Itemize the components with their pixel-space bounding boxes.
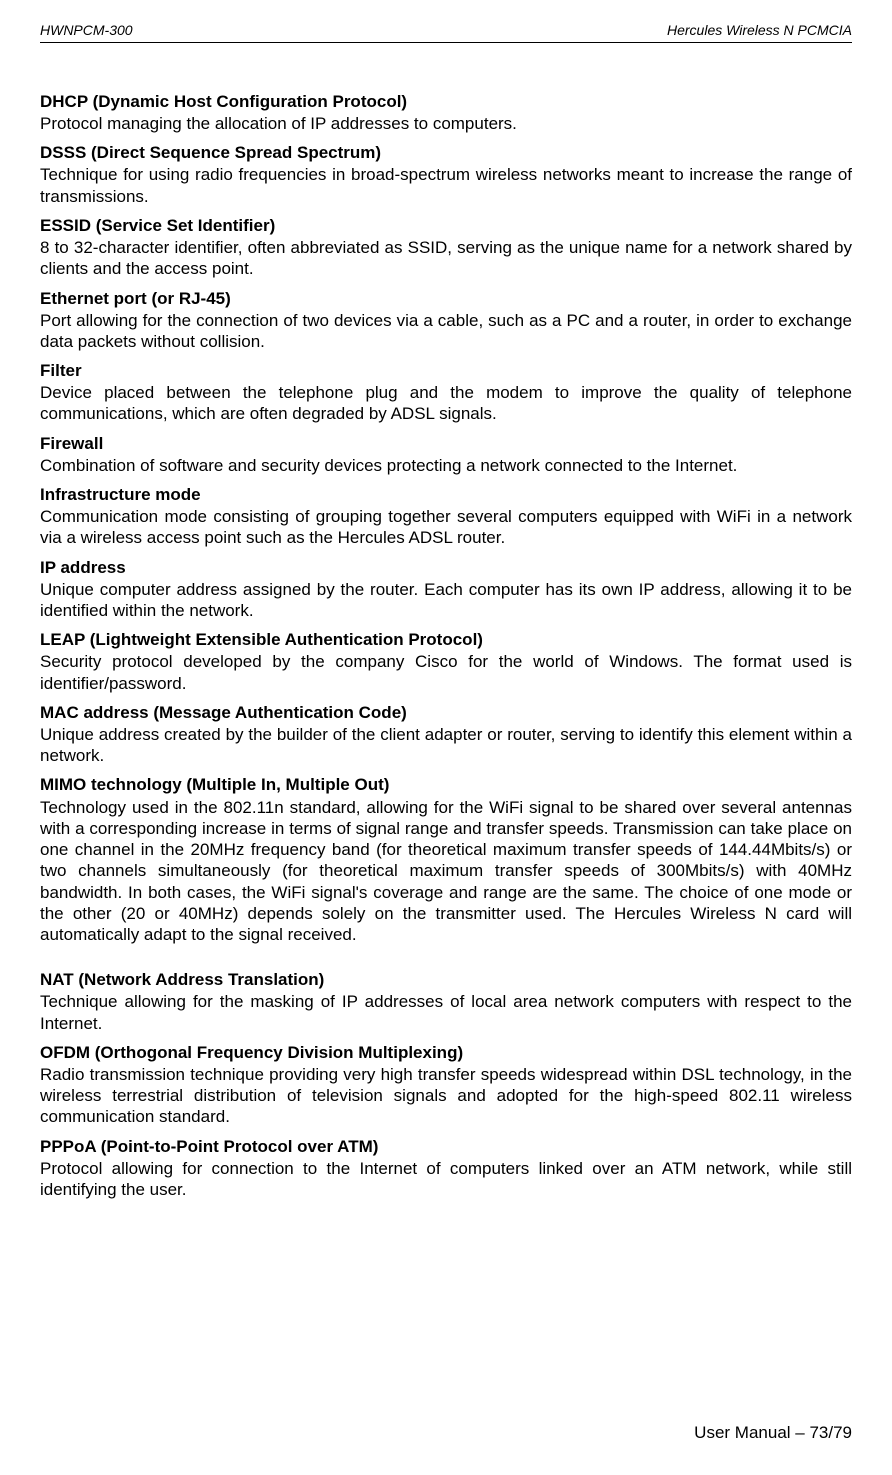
glossary-term: Ethernet port (or RJ-45) <box>40 288 852 310</box>
glossary-definition: Radio transmission technique providing v… <box>40 1064 852 1128</box>
glossary-term: Filter <box>40 360 852 382</box>
page-header: HWNPCM-300 Hercules Wireless N PCMCIA <box>40 22 852 43</box>
glossary-definition: Communication mode consisting of groupin… <box>40 506 852 549</box>
glossary-definition: Technology used in the 802.11n standard,… <box>40 797 852 946</box>
glossary-term: IP address <box>40 557 852 579</box>
glossary-definition: Port allowing for the connection of two … <box>40 310 852 353</box>
glossary-term: MAC address (Message Authentication Code… <box>40 702 852 724</box>
glossary-definition: Protocol allowing for connection to the … <box>40 1158 852 1201</box>
header-model: HWNPCM-300 <box>40 22 133 38</box>
glossary-definition: Security protocol developed by the compa… <box>40 651 852 694</box>
section-spacer <box>40 953 852 961</box>
glossary-term: MIMO technology (Multiple In, Multiple O… <box>40 774 852 796</box>
glossary-term: DSSS (Direct Sequence Spread Spectrum) <box>40 142 852 164</box>
glossary-definition: Unique computer address assigned by the … <box>40 579 852 622</box>
glossary-definition: Combination of software and security dev… <box>40 455 852 476</box>
glossary-definition: Unique address created by the builder of… <box>40 724 852 767</box>
glossary-term: DHCP (Dynamic Host Configuration Protoco… <box>40 91 852 113</box>
header-product: Hercules Wireless N PCMCIA <box>667 22 852 38</box>
page-footer: User Manual – 73/79 <box>694 1423 852 1443</box>
glossary-term: Firewall <box>40 433 852 455</box>
glossary-content: DHCP (Dynamic Host Configuration Protoco… <box>40 91 852 1200</box>
glossary-definition: Protocol managing the allocation of IP a… <box>40 113 852 134</box>
glossary-definition: Device placed between the telephone plug… <box>40 382 852 425</box>
glossary-term: PPPoA (Point-to-Point Protocol over ATM) <box>40 1136 852 1158</box>
glossary-term: Infrastructure mode <box>40 484 852 506</box>
glossary-term: ESSID (Service Set Identifier) <box>40 215 852 237</box>
glossary-term: OFDM (Orthogonal Frequency Division Mult… <box>40 1042 852 1064</box>
glossary-term: LEAP (Lightweight Extensible Authenticat… <box>40 629 852 651</box>
glossary-definition: Technique for using radio frequencies in… <box>40 164 852 207</box>
glossary-definition: 8 to 32-character identifier, often abbr… <box>40 237 852 280</box>
glossary-term: NAT (Network Address Translation) <box>40 969 852 991</box>
glossary-definition: Technique allowing for the masking of IP… <box>40 991 852 1034</box>
